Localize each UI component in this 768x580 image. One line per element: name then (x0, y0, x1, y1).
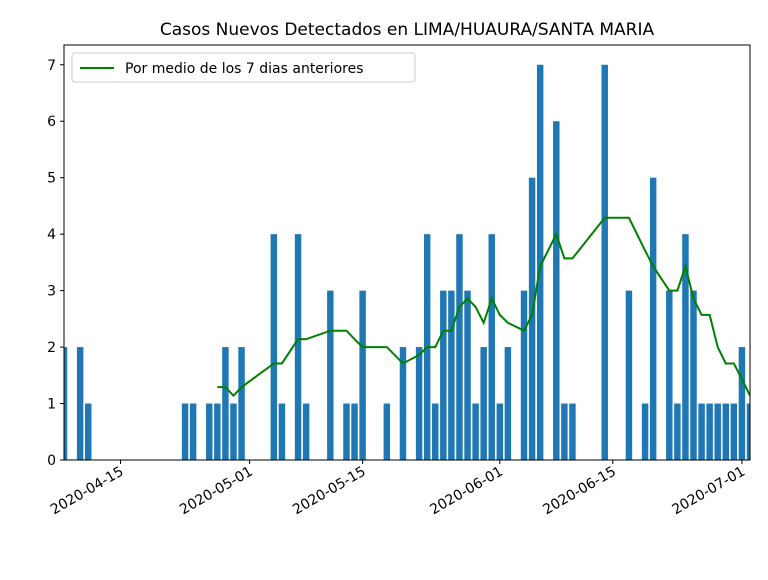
bar (561, 403, 568, 460)
bar (528, 177, 536, 460)
bar (383, 403, 391, 460)
bar (553, 121, 560, 460)
bar (666, 290, 673, 460)
y-tick-label: 4 (47, 227, 56, 243)
bar (64, 347, 68, 460)
y-tick-label: 5 (47, 171, 56, 187)
bar (84, 403, 92, 460)
axes-frame (63, 44, 751, 461)
bar (682, 234, 689, 460)
bar (359, 290, 366, 460)
bar (222, 347, 229, 460)
bar (641, 403, 649, 460)
bar (536, 64, 544, 460)
bar (278, 403, 286, 460)
bar (440, 290, 447, 460)
bar (746, 403, 750, 460)
bar (76, 347, 84, 460)
bar (625, 290, 633, 460)
y-tick-label: 0 (47, 453, 56, 469)
bar (206, 403, 213, 460)
y-tick-label: 3 (47, 284, 56, 300)
bar (343, 403, 350, 460)
bar (649, 177, 657, 460)
y-tick-label: 2 (47, 340, 56, 356)
bar (432, 403, 439, 460)
bar (214, 403, 221, 460)
bar (456, 234, 463, 460)
bar (327, 290, 334, 460)
bar (569, 403, 576, 460)
bar (690, 290, 697, 460)
bar (504, 347, 512, 460)
bar (302, 403, 310, 460)
chart-title: Casos Nuevos Detectados en LIMA/HUAURA/S… (160, 20, 655, 40)
bar (399, 347, 407, 460)
bar (738, 347, 746, 460)
bar (698, 403, 705, 460)
bar (601, 64, 608, 460)
bar (270, 234, 278, 460)
bar (520, 290, 528, 460)
bar (238, 347, 245, 460)
bar (496, 403, 504, 460)
bar (181, 403, 189, 460)
y-tick-label: 1 (47, 397, 56, 413)
bar (464, 290, 471, 460)
bar (415, 347, 423, 460)
bar (674, 403, 681, 460)
y-tick-label: 6 (47, 114, 56, 130)
bar (448, 290, 455, 460)
bar (714, 403, 721, 460)
bar (706, 403, 713, 460)
y-tick-label: 7 (47, 58, 56, 74)
bar (351, 403, 358, 460)
line (217, 216, 750, 398)
bar (472, 403, 479, 460)
bar (480, 347, 487, 460)
bar (189, 403, 197, 460)
bar (488, 234, 495, 460)
plot-area (64, 64, 750, 460)
bar (230, 403, 237, 460)
bar (730, 403, 738, 460)
bar (722, 403, 730, 460)
legend-label: Por medio de los 7 dias anteriores (125, 61, 364, 77)
bar (294, 234, 302, 460)
legend-box (71, 52, 416, 83)
